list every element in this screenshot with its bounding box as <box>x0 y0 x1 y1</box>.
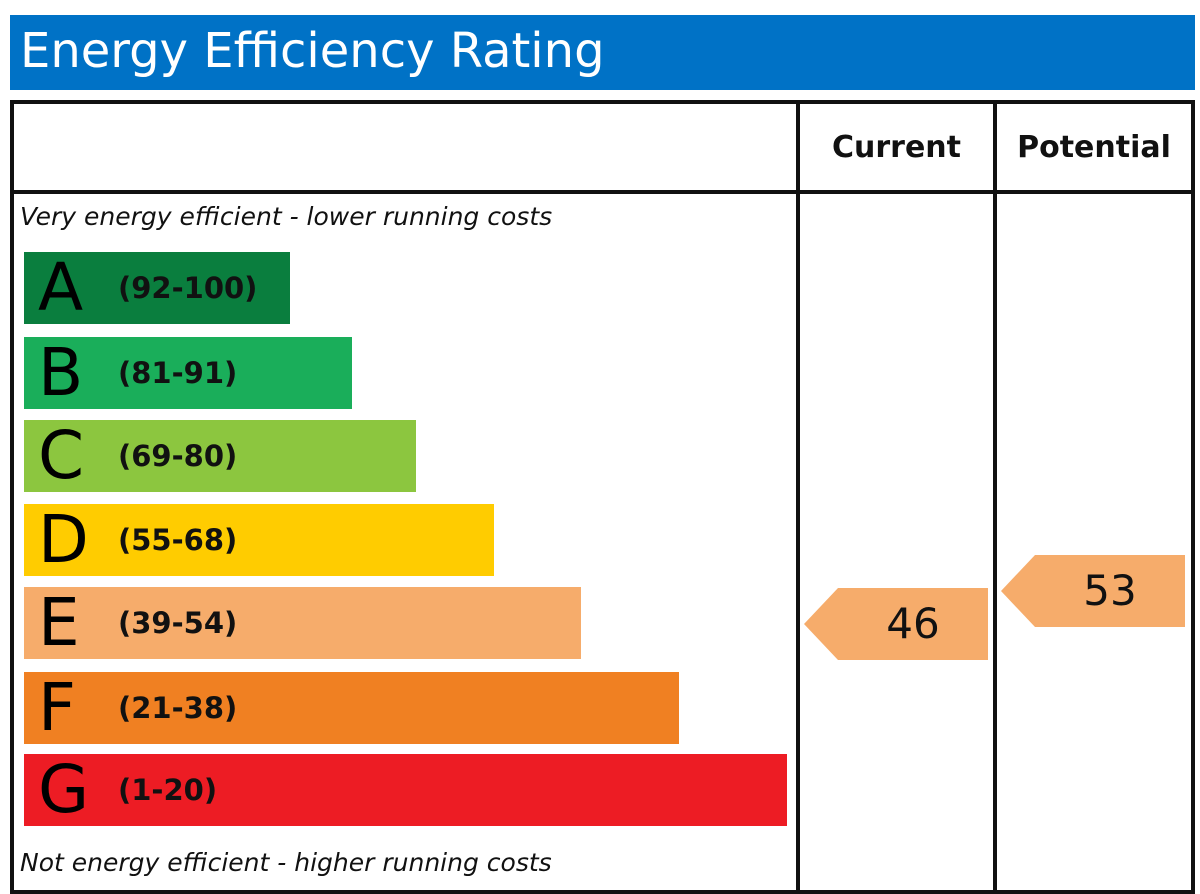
band-b: B (81-91) <box>24 334 352 411</box>
band-letter: A <box>38 249 84 326</box>
band-letter: D <box>38 501 89 578</box>
band-c: C (69-80) <box>24 417 416 494</box>
band-letter: B <box>38 334 84 411</box>
band-g: G (1-20) <box>24 751 787 828</box>
header-divider <box>14 190 1191 194</box>
column-divider <box>993 104 997 890</box>
band-letter: F <box>38 669 76 746</box>
band-e: E (39-54) <box>24 584 581 661</box>
band-letter: C <box>38 417 85 494</box>
potential-rating-arrow: 53 <box>1001 555 1185 627</box>
band-d: D (55-68) <box>24 501 494 578</box>
potential-column-header: Potential <box>1017 129 1171 165</box>
band-letter: E <box>38 584 80 661</box>
band-range: (69-80) <box>118 439 238 473</box>
arrow-shape <box>804 588 988 660</box>
arrow-shape <box>1001 555 1185 627</box>
bottom-caption: Not energy efficient - higher running co… <box>20 848 552 877</box>
column-divider <box>796 104 800 890</box>
band-range: (55-68) <box>118 523 238 557</box>
band-range: (92-100) <box>118 271 258 305</box>
band-range: (1-20) <box>118 773 218 807</box>
current-rating-arrow: 46 <box>804 588 988 660</box>
band-a: A (92-100) <box>24 249 290 326</box>
band-range: (81-91) <box>118 356 238 390</box>
current-column-header: Current <box>831 129 961 165</box>
band-range: (39-54) <box>118 606 238 640</box>
title-bar: Energy Efficiency Rating <box>10 15 1195 90</box>
band-letter: G <box>38 751 90 828</box>
potential-rating-value: 53 <box>1083 566 1137 615</box>
chart-title: Energy Efficiency Rating <box>20 23 605 79</box>
rating-table: Current Potential Very energy efficient … <box>10 100 1195 894</box>
top-caption: Very energy efficient - lower running co… <box>20 202 553 231</box>
band-range: (21-38) <box>118 691 238 725</box>
current-rating-value: 46 <box>886 599 940 648</box>
band-f: F (21-38) <box>24 669 679 746</box>
